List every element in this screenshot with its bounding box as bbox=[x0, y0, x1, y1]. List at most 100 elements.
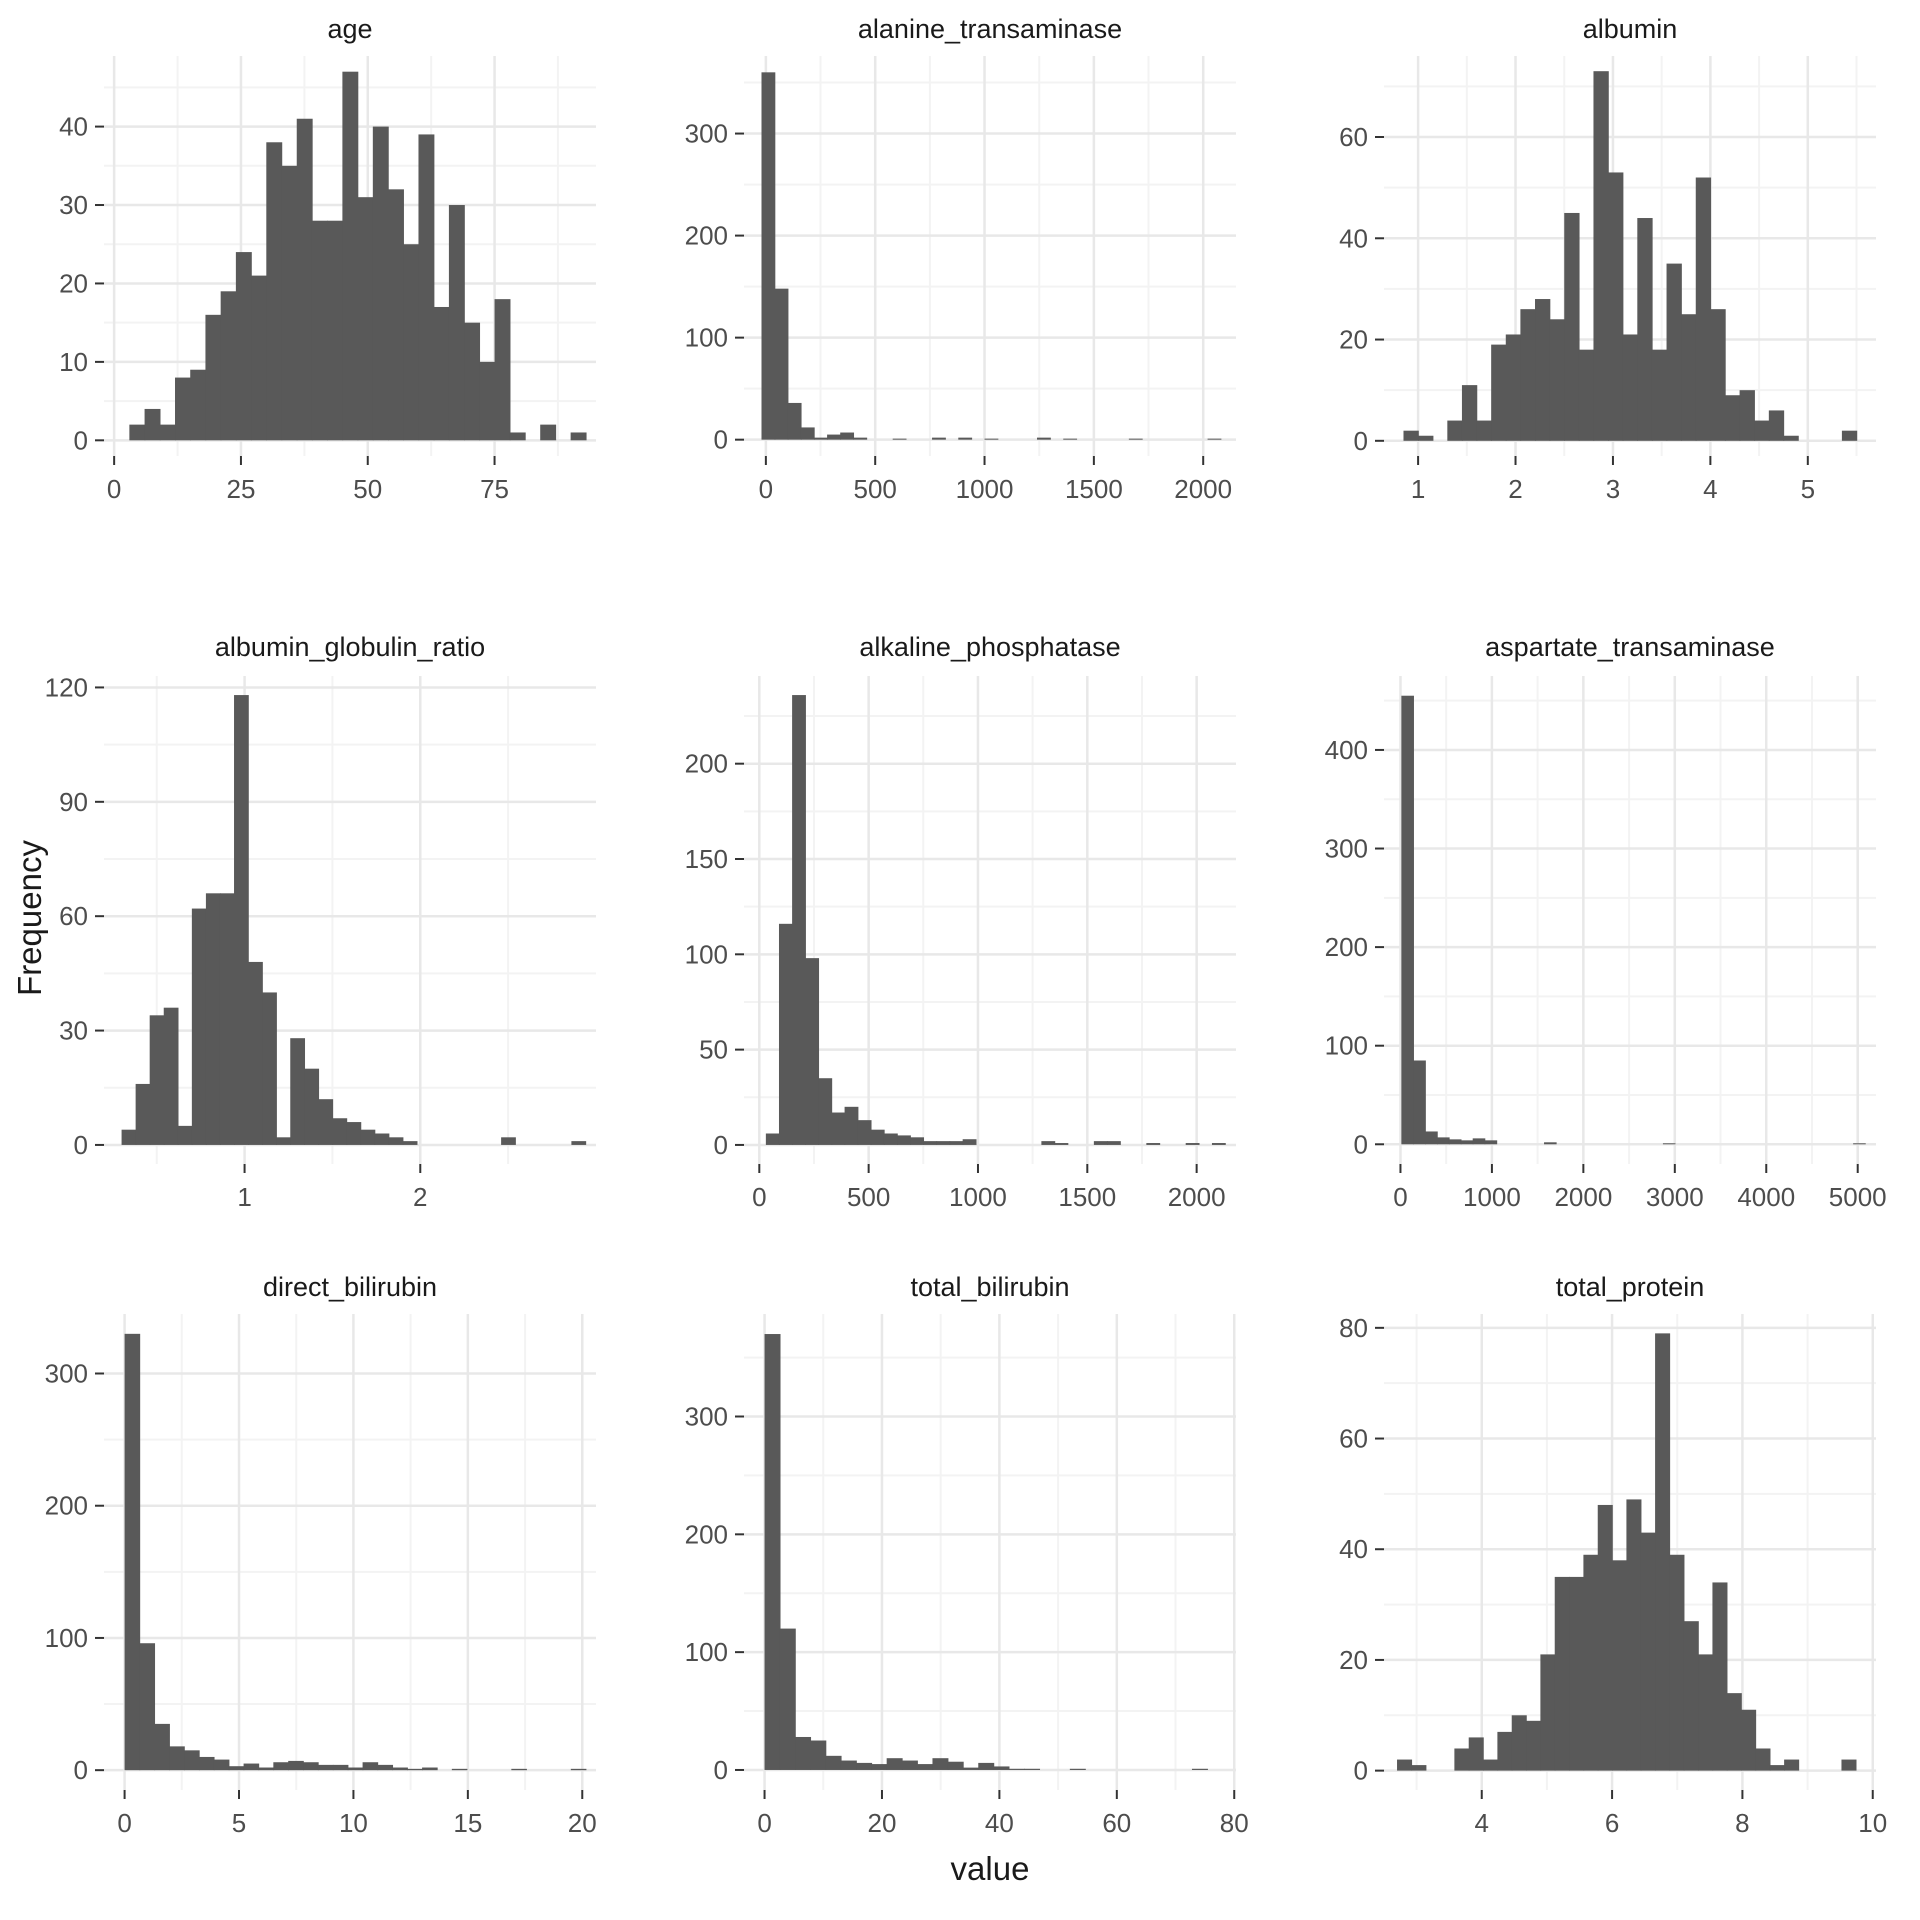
x-axis-label: value bbox=[950, 1850, 1030, 1887]
bar bbox=[1403, 430, 1419, 441]
bar bbox=[1037, 437, 1051, 440]
bar bbox=[1461, 385, 1478, 441]
svg-text:0: 0 bbox=[1393, 1182, 1407, 1212]
bar bbox=[1106, 1141, 1121, 1145]
bar bbox=[1626, 1499, 1642, 1771]
panel-title: albumin_globulin_ratio bbox=[215, 632, 485, 662]
panel-title: age bbox=[327, 14, 372, 44]
bar bbox=[135, 1083, 151, 1145]
svg-text:20: 20 bbox=[1339, 325, 1368, 355]
bar bbox=[1784, 1759, 1800, 1771]
bar bbox=[1418, 435, 1434, 441]
bar bbox=[1597, 1504, 1613, 1771]
bar bbox=[317, 1764, 334, 1771]
bar bbox=[144, 408, 161, 441]
bar bbox=[1549, 319, 1565, 441]
panel-svg-aspartate_transaminase: 0 1000 2000 3000 4000 5000 0 100 200 300 400 aspart… bbox=[1325, 632, 1887, 1212]
bar bbox=[362, 1762, 379, 1771]
bar bbox=[262, 992, 277, 1145]
svg-text:20: 20 bbox=[59, 268, 88, 298]
bar bbox=[1666, 263, 1682, 441]
bar bbox=[825, 1755, 842, 1770]
bar bbox=[149, 1015, 165, 1145]
bar bbox=[932, 437, 946, 440]
svg-text:300: 300 bbox=[1325, 834, 1368, 864]
bar bbox=[177, 1125, 193, 1145]
bar bbox=[540, 424, 557, 441]
svg-text:90: 90 bbox=[59, 787, 88, 817]
bar bbox=[332, 1764, 349, 1771]
bar bbox=[1608, 172, 1624, 441]
bar bbox=[883, 1133, 898, 1145]
svg-text:500: 500 bbox=[854, 474, 897, 504]
panel-total_bilirubin: 0 20 40 60 80 0 100 200 300 total_bilirubin bbox=[640, 1260, 1280, 1920]
bar bbox=[1454, 1748, 1470, 1771]
bar bbox=[764, 1334, 781, 1770]
bar bbox=[1185, 1143, 1200, 1145]
bar bbox=[1526, 1720, 1542, 1771]
bar bbox=[509, 432, 526, 441]
svg-text:0: 0 bbox=[714, 1130, 728, 1160]
svg-text:100: 100 bbox=[685, 323, 728, 353]
svg-text:0: 0 bbox=[74, 1755, 88, 1785]
bar bbox=[377, 1764, 394, 1771]
bar bbox=[892, 438, 907, 440]
bar bbox=[1411, 1765, 1427, 1771]
panel-svg-age: 0 25 50 75 0 10 20 30 40 age bbox=[59, 14, 596, 504]
bar bbox=[1146, 1143, 1161, 1145]
svg-text:200: 200 bbox=[685, 749, 728, 779]
bar bbox=[1695, 177, 1712, 441]
svg-text:3000: 3000 bbox=[1646, 1182, 1704, 1212]
bar bbox=[258, 1767, 275, 1771]
gridlines-minor bbox=[1384, 676, 1876, 1164]
bar bbox=[1468, 1737, 1484, 1771]
panel-albumin: 1 2 3 4 5 0 20 40 60 albumin bbox=[1280, 0, 1920, 612]
panel-svg-alkaline_phosphatase: 0 500 1000 1500 2000 0 50 100 150 200 alkaline_pho… bbox=[685, 632, 1236, 1212]
bar bbox=[1211, 1143, 1226, 1145]
bar bbox=[840, 1760, 857, 1770]
bar bbox=[407, 1768, 423, 1771]
axis-ticks bbox=[1375, 136, 1809, 465]
bar bbox=[388, 1137, 404, 1145]
panel-title: total_protein bbox=[1556, 1272, 1705, 1302]
bar bbox=[1655, 1333, 1671, 1771]
bar bbox=[1640, 1532, 1656, 1771]
svg-text:100: 100 bbox=[1325, 1031, 1368, 1061]
y-tick-labels: 0 100 200 300 bbox=[45, 1359, 88, 1786]
x-tick-labels: 0 25 50 75 bbox=[107, 474, 509, 504]
bar bbox=[978, 1762, 995, 1770]
bar bbox=[818, 1078, 833, 1145]
bar bbox=[1448, 1139, 1462, 1145]
x-tick-labels: 4 6 8 10 bbox=[1475, 1808, 1888, 1838]
bar bbox=[870, 1129, 885, 1145]
x-tick-labels: 0 1000 2000 3000 4000 5000 bbox=[1393, 1182, 1886, 1212]
bar bbox=[1669, 1554, 1685, 1771]
svg-text:50: 50 bbox=[353, 474, 382, 504]
svg-text:0: 0 bbox=[107, 474, 121, 504]
bar bbox=[1207, 438, 1222, 440]
svg-text:5000: 5000 bbox=[1829, 1182, 1887, 1212]
bar bbox=[962, 1767, 979, 1770]
bar bbox=[448, 205, 465, 441]
bar bbox=[1683, 1621, 1699, 1771]
bar bbox=[290, 1038, 306, 1145]
axis-ticks bbox=[735, 132, 1205, 465]
y-tick-labels: 0 20 40 60 bbox=[1339, 122, 1368, 456]
bar bbox=[1008, 1768, 1025, 1770]
bar bbox=[433, 306, 450, 441]
bar bbox=[276, 1137, 291, 1145]
bar bbox=[1397, 1759, 1413, 1771]
bar bbox=[1755, 1748, 1771, 1771]
svg-text:40: 40 bbox=[1339, 223, 1368, 253]
bar bbox=[1739, 390, 1755, 441]
bar bbox=[1476, 420, 1492, 441]
svg-text:75: 75 bbox=[480, 474, 509, 504]
bar bbox=[213, 1759, 230, 1771]
bar bbox=[949, 1141, 964, 1145]
bar bbox=[169, 1746, 185, 1771]
svg-text:4000: 4000 bbox=[1737, 1182, 1795, 1212]
bar bbox=[1853, 1143, 1866, 1145]
